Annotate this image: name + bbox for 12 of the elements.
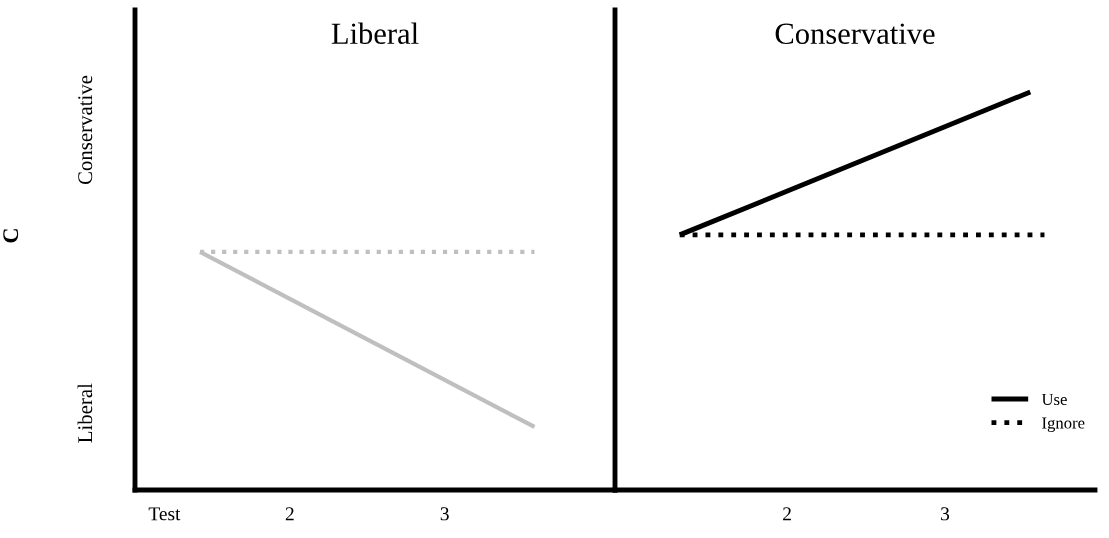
chart-title: Conservative [775, 23, 935, 45]
x-tick-label: 2 [783, 507, 791, 521]
x-tick-label: 3 [440, 507, 449, 521]
legend-label: Use [1041, 393, 1067, 406]
text: Liberal [77, 383, 93, 443]
text: Conservative [78, 75, 93, 185]
chart-title: Liberal [331, 22, 419, 45]
x-tick-label: 2 [285, 507, 294, 521]
x-tick-label: Test [148, 507, 181, 521]
x-tick-label: 3 [941, 507, 950, 521]
legend-label: Ignore [1042, 417, 1085, 432]
y-axis-title: C [3, 229, 19, 243]
